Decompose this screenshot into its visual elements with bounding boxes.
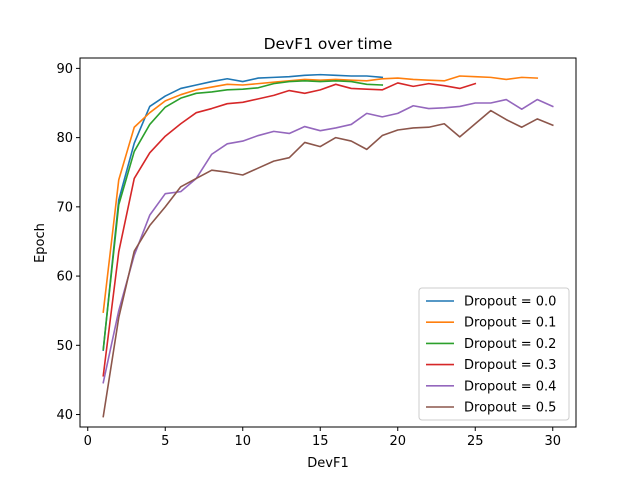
x-tick-label-1: 5 (161, 434, 169, 449)
y-axis-ticks: 40 50 60 70 80 90 (56, 62, 80, 423)
x-tick-label-6: 30 (544, 434, 561, 449)
y-tick-label-4: 80 (56, 131, 73, 146)
y-tick-label-0: 40 (56, 408, 73, 423)
legend-label-5: Dropout = 0.5 (464, 401, 556, 416)
series-line-5 (102, 109, 554, 418)
y-tick-label-5: 90 (56, 62, 73, 77)
x-axis-label: DevF1 (307, 456, 348, 471)
legend-label-0: Dropout = 0.0 (464, 295, 556, 310)
legend: Dropout = 0.0 Dropout = 0.1 Dropout = 0.2 D… (418, 287, 570, 421)
x-tick-label-3: 15 (312, 434, 329, 449)
x-tick-label-0: 0 (84, 434, 92, 449)
legend-label-3: Dropout = 0.3 (464, 358, 556, 373)
y-tick-label-2: 60 (56, 270, 73, 285)
series-line-1 (102, 75, 539, 313)
legend-label-2: Dropout = 0.2 (464, 337, 556, 352)
y-axis-label: Epoch (33, 223, 48, 263)
x-tick-label-2: 10 (234, 434, 251, 449)
x-tick-label-5: 25 (467, 434, 484, 449)
series-line-0 (102, 73, 384, 352)
series-line-2 (102, 80, 384, 351)
legend-label-1: Dropout = 0.1 (464, 316, 556, 331)
plot-lines (102, 73, 554, 418)
x-axis-ticks: 0 5 10 15 20 25 30 (84, 427, 561, 449)
plot-frame (79, 57, 577, 428)
series-line-3 (102, 82, 477, 377)
series-line-4 (102, 98, 554, 384)
legend-label-4: Dropout = 0.4 (464, 379, 556, 394)
y-tick-label-1: 50 (56, 339, 73, 354)
y-tick-label-3: 70 (56, 200, 73, 215)
x-tick-label-4: 20 (389, 434, 406, 449)
legend-box (418, 287, 570, 421)
chart-title: DevF1 over time (264, 35, 393, 53)
